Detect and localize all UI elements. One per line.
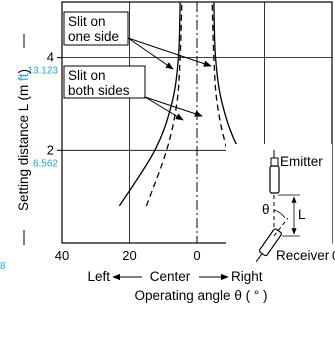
edge-ft-fragment: 8 xyxy=(0,261,6,272)
x-tick-label: 40 xyxy=(55,248,69,263)
y-axis-label-ft: ft xyxy=(16,73,31,81)
y-axis-label: Setting distance L (m ft) xyxy=(16,69,31,211)
y-tick-label-ft: 6.562 xyxy=(33,158,58,169)
receiver-icon xyxy=(255,228,282,262)
y-tick-labels: 26.562 413.123 xyxy=(27,50,62,169)
x-axis-label: Operating angle θ ( ° ) xyxy=(135,288,268,303)
leader-one-side-a xyxy=(127,37,174,70)
y-tick-label-ft: 13.123 xyxy=(27,66,58,77)
x-dir-right: Right xyxy=(231,269,263,284)
legend-box-one-side xyxy=(63,11,129,46)
emitter-icon xyxy=(269,150,280,194)
leader-both-sides-a xyxy=(144,96,184,121)
x-tick-label: 0 xyxy=(193,248,200,263)
x-dir-left: Left xyxy=(87,269,110,284)
distance-label: L xyxy=(298,207,306,222)
legend-both-sides-line-1: Slit on xyxy=(68,68,106,83)
theta-label: θ xyxy=(262,202,270,217)
leader-both-sides-b xyxy=(144,96,203,117)
y-tick-label: 4 xyxy=(47,50,54,65)
x-dir-center: Center xyxy=(150,269,191,284)
legend-both-sides-line-2: both sides xyxy=(68,83,130,98)
legend-box-both-sides xyxy=(63,65,146,99)
inset-illustration: Emitter L θ Receiver xyxy=(226,144,332,266)
legend-one-side-line-1: Slit on xyxy=(68,14,106,29)
x-tick-label: 20 xyxy=(122,248,136,263)
emitter-label: Emitter xyxy=(280,154,323,169)
y-tick-label: 2 xyxy=(47,142,54,157)
receiver-label: Receiver xyxy=(276,248,330,263)
series-one-side-left xyxy=(145,1,183,207)
legend-one-side-line-2: one side xyxy=(68,29,119,44)
series-both-sides-left xyxy=(118,1,181,207)
leader-one-side-b xyxy=(127,37,212,67)
